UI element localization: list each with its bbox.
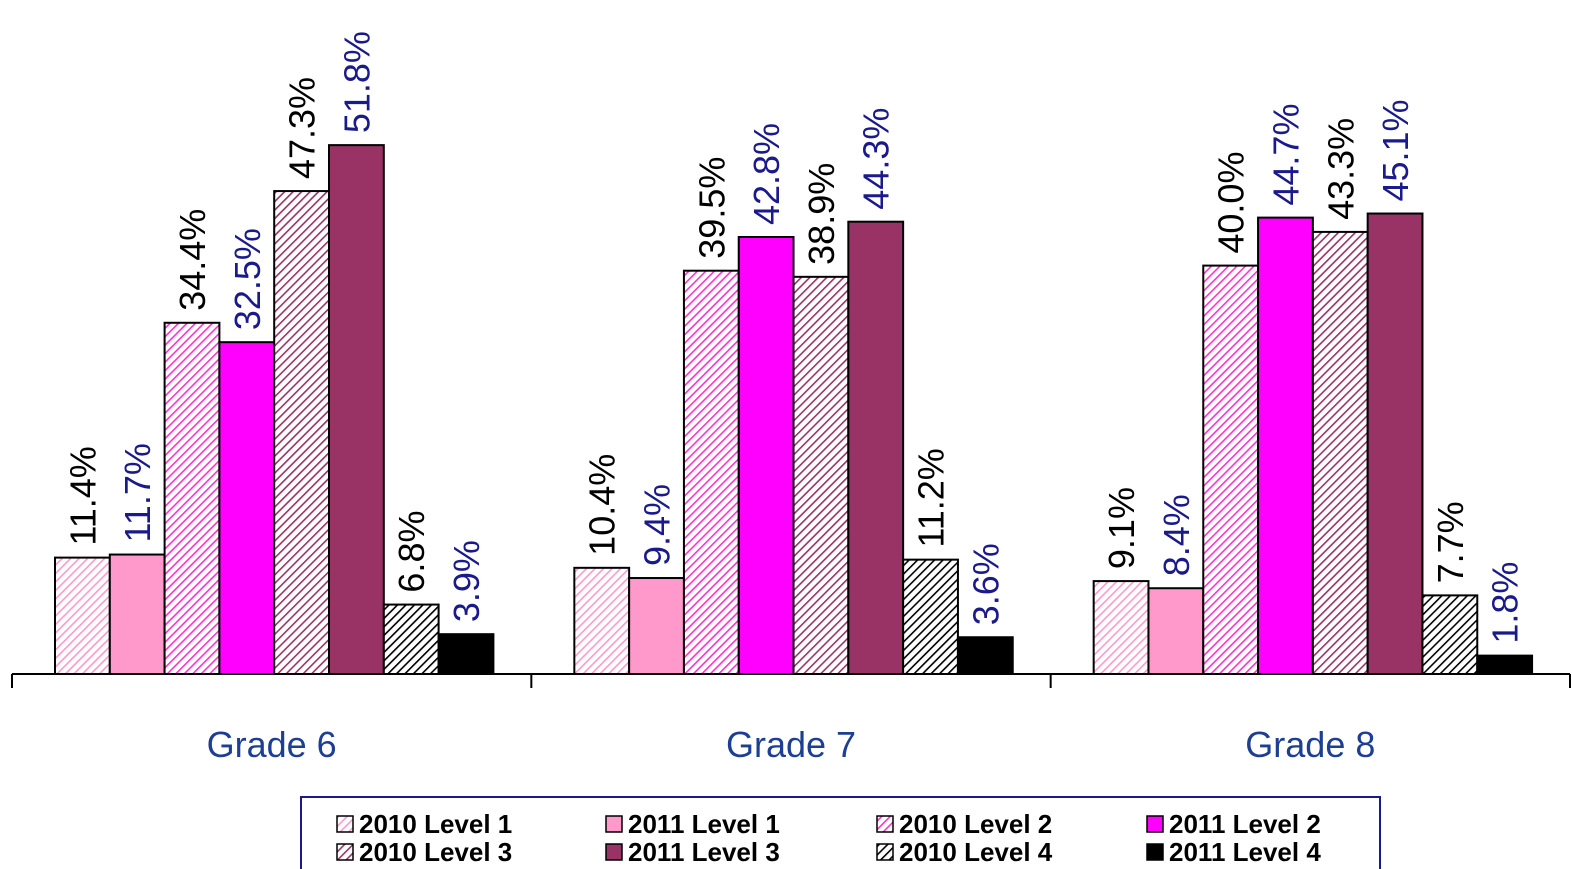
- legend-swatch: [1146, 843, 1164, 861]
- bar: [737, 236, 795, 675]
- bar: [1311, 230, 1369, 675]
- legend-swatch: [605, 815, 623, 833]
- data-label: 10.4%: [582, 454, 623, 556]
- legend-label: 2011 Level 1: [628, 809, 780, 839]
- legend-swatch: [1146, 815, 1164, 833]
- bar: [573, 566, 631, 675]
- legend-swatch: [876, 815, 894, 833]
- data-label: 32.5%: [227, 228, 268, 330]
- data-label: 7.7%: [1430, 501, 1471, 583]
- data-label: 9.4%: [637, 484, 678, 566]
- data-label: 39.5%: [691, 157, 732, 259]
- bar: [1421, 594, 1479, 675]
- legend-label: 2010 Level 1: [359, 809, 512, 839]
- legend-label: 2010 Level 3: [359, 837, 512, 867]
- data-label: 34.4%: [172, 209, 213, 311]
- data-label: 8.4%: [1156, 494, 1197, 576]
- bar: [108, 553, 166, 676]
- data-label: 45.1%: [1375, 99, 1416, 201]
- bar: [1092, 580, 1150, 675]
- data-label: 38.9%: [801, 163, 842, 265]
- data-label: 3.6%: [965, 543, 1006, 625]
- bar: [1202, 264, 1260, 675]
- legend-swatch: [336, 843, 354, 861]
- legend-swatch: [605, 843, 623, 861]
- data-label: 47.3%: [282, 77, 323, 179]
- data-label: 43.3%: [1320, 118, 1361, 220]
- data-label: 11.4%: [62, 446, 103, 545]
- legend-swatch: [876, 843, 894, 861]
- bar: [628, 577, 685, 675]
- bar: [1147, 587, 1205, 676]
- data-label: 3.9%: [446, 540, 487, 622]
- bar: [163, 321, 221, 675]
- data-label: 9.1%: [1101, 487, 1142, 569]
- legend-label: 2010 Level 2: [899, 809, 1052, 839]
- bar: [1257, 216, 1314, 675]
- legend-box: [300, 796, 1381, 869]
- bar: [273, 190, 331, 676]
- legend-label: 2011 Level 2: [1169, 809, 1321, 839]
- bar: [328, 144, 385, 675]
- bar: [382, 603, 440, 676]
- bar: [437, 633, 495, 676]
- data-label: 1.8%: [1485, 562, 1526, 644]
- x-tick-label: Grade 7: [726, 724, 856, 765]
- bar: [682, 269, 740, 675]
- bar: [1476, 654, 1534, 676]
- legend-swatch: [336, 815, 354, 833]
- bar: [902, 558, 959, 676]
- data-label: 11.7%: [117, 443, 158, 542]
- bar: [847, 220, 905, 676]
- bar: [792, 275, 850, 675]
- bar: [956, 636, 1014, 676]
- legend-label: 2011 Level 4: [1169, 837, 1321, 867]
- bar: [218, 341, 276, 675]
- data-label: 44.3%: [856, 108, 897, 210]
- legend-label: 2010 Level 4: [899, 837, 1053, 867]
- x-tick-label: Grade 8: [1245, 724, 1375, 765]
- x-tick-label: Grade 6: [207, 724, 337, 765]
- data-label: 44.7%: [1265, 104, 1306, 206]
- data-label: 11.2%: [911, 448, 952, 547]
- data-label: 42.8%: [746, 123, 787, 225]
- legend-label: 2011 Level 3: [628, 837, 780, 867]
- data-label: 51.8%: [336, 31, 377, 133]
- bar: [54, 556, 111, 676]
- data-label: 40.0%: [1211, 152, 1252, 254]
- data-label: 6.8%: [391, 511, 432, 593]
- bar: [1366, 212, 1424, 676]
